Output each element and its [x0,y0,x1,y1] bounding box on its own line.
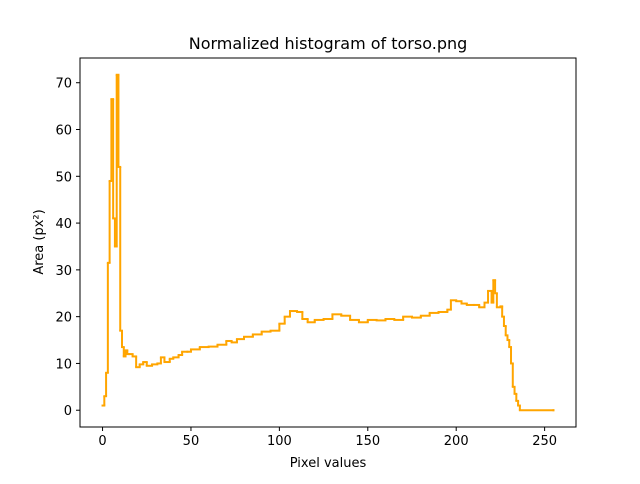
y-tick-label: 0 [64,404,72,419]
x-tick-label: 0 [98,434,106,449]
x-axis-label: Pixel values [290,456,367,471]
chart-title: Normalized histogram of torso.png [189,34,468,53]
y-axis-label: Area (px²) [32,209,47,274]
x-tick-label: 250 [532,434,557,449]
x-tick-label: 200 [444,434,469,449]
x-tick-label: 150 [355,434,380,449]
y-tick-label: 40 [55,217,72,232]
x-tick-label: 100 [267,434,292,449]
y-tick-label: 70 [55,77,72,92]
plot-frame [79,57,577,428]
y-tick-label: 20 [55,311,72,326]
x-tick-label: 50 [183,434,200,449]
y-tick-label: 50 [55,170,72,185]
y-tick-label: 10 [55,357,72,372]
y-tick-label: 60 [55,124,72,139]
y-tick-label: 30 [55,264,72,279]
